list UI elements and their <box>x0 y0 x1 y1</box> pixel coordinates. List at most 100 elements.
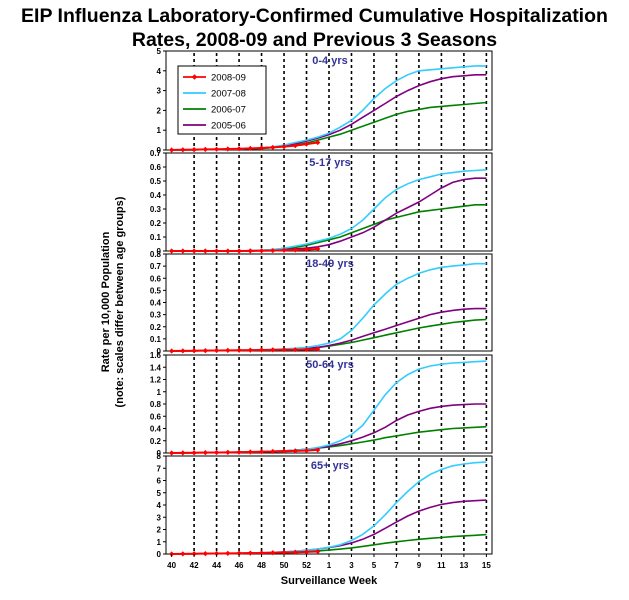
x-tick-label: 52 <box>302 561 311 570</box>
data-point-2008-09 <box>236 449 242 455</box>
y-tick-label: 0.6 <box>150 163 162 172</box>
data-point-2008-09 <box>191 450 197 456</box>
data-point-2008-09 <box>315 548 321 555</box>
panel-3: 0 0.1 0.2 0.3 0.4 0.5 0.6 0.7 0.8 18-49 yrs <box>150 250 493 356</box>
y-tick-label: 0.2 <box>150 323 162 332</box>
data-point-2008-09 <box>191 348 197 354</box>
data-point-2008-09 <box>191 248 197 254</box>
legend-label-2006-07: 2006-07 <box>211 105 246 116</box>
data-point-2008-09 <box>292 347 298 353</box>
data-point-2008-09 <box>202 348 208 354</box>
panel-4: 0 0.2 0.4 0.6 0.8 1 1.2 1.4 1.6 50-64 yrs <box>150 351 493 458</box>
data-point-2008-09 <box>247 145 253 152</box>
y-tick-label: 1 <box>157 388 162 397</box>
data-point-2008-09 <box>236 146 242 152</box>
chart-title-line-1: EIP Influenza Laboratory-Confirmed Cumul… <box>21 5 608 27</box>
x-tick-label: 40 <box>167 561 176 570</box>
data-point-2008-09 <box>225 146 231 152</box>
y-tick-label: 1.6 <box>150 351 162 360</box>
legend-label-2008-09: 2008-09 <box>211 73 246 84</box>
data-point-2008-09 <box>169 248 175 254</box>
y-axis-title-line-1: Rate per 10,000 Population <box>100 231 112 372</box>
data-point-2008-09 <box>180 248 186 254</box>
y-tick-label: 0 <box>157 550 162 559</box>
y-tick-label: 0 <box>157 449 162 458</box>
panel-label: 50-64 yrs <box>306 359 354 371</box>
x-axis-title: Surveillance Week <box>281 575 378 587</box>
data-point-2008-09 <box>315 447 321 453</box>
y-tick-label: 0.4 <box>150 425 162 434</box>
panel-5: 0 1 2 3 4 5 6 7 8 65+ yrs <box>157 452 493 559</box>
y-tick-label: 1.2 <box>150 376 162 385</box>
data-point-2008-09 <box>281 347 287 353</box>
y-tick-label: 0.8 <box>150 400 162 409</box>
data-point-2008-09 <box>270 144 276 151</box>
data-point-2008-09 <box>303 447 310 454</box>
y-tick-label: 0.1 <box>150 335 162 344</box>
data-point-2008-09 <box>292 549 298 555</box>
data-point-2008-09 <box>303 549 310 555</box>
x-tick-label: 9 <box>417 561 422 570</box>
data-point-2008-09 <box>258 347 265 353</box>
y-axis-title-line-2: (note: scales differ between age groups) <box>114 196 126 407</box>
data-point-2008-09 <box>281 144 287 150</box>
data-point-2008-09 <box>292 143 298 149</box>
x-tick-label: 3 <box>349 561 354 570</box>
y-tick-label: 0.1 <box>150 233 162 242</box>
data-point-2008-09 <box>292 448 298 454</box>
x-tick-label: 50 <box>280 561 289 570</box>
y-tick-label: 8 <box>157 452 162 461</box>
y-tick-label: 5 <box>157 47 162 56</box>
x-tick-label: 11 <box>437 561 446 570</box>
data-point-2008-09 <box>281 247 287 253</box>
data-point-2008-09 <box>202 450 208 456</box>
data-point-2008-09 <box>180 450 186 456</box>
data-point-2008-09 <box>213 248 220 254</box>
data-point-2008-09 <box>213 347 220 354</box>
y-tick-label: 0.4 <box>150 191 162 200</box>
x-tick-label: 7 <box>394 561 399 570</box>
panel-label: 0-4 yrs <box>312 55 347 67</box>
data-point-2008-09 <box>191 551 197 557</box>
y-tick-label: 0 <box>157 146 162 155</box>
data-point-2008-09 <box>270 550 276 556</box>
data-point-2008-09 <box>270 448 276 455</box>
panel-label: 18-49 yrs <box>306 258 354 270</box>
data-point-2008-09 <box>236 550 242 556</box>
y-tick-label: 4 <box>157 67 162 76</box>
y-tick-label: 3 <box>157 87 162 96</box>
data-point-2008-09 <box>292 247 298 253</box>
data-point-2008-09 <box>247 550 253 556</box>
y-tick-label: 0.5 <box>150 177 162 186</box>
panel-label: 5-17 yrs <box>309 157 351 169</box>
x-tick-label: 42 <box>190 561 199 570</box>
data-point-2008-09 <box>202 551 208 557</box>
y-tick-label: 7 <box>157 464 162 473</box>
data-point-2008-09 <box>225 550 231 556</box>
y-axis-title: Rate per 10,000 Population (note: scales … <box>100 196 126 407</box>
data-point-2008-09 <box>258 550 265 556</box>
data-point-2008-09 <box>281 448 287 454</box>
data-point-2008-09 <box>281 549 287 556</box>
y-tick-label: 0.3 <box>150 311 162 320</box>
x-tick-label: 48 <box>257 561 266 570</box>
legend-label-2007-08: 2007-08 <box>211 89 246 100</box>
y-tick-label: 0.3 <box>150 205 162 214</box>
data-point-2008-09 <box>247 248 253 254</box>
data-point-2008-09 <box>225 449 231 455</box>
x-tick-label: 44 <box>212 561 221 570</box>
data-point-2008-09 <box>303 247 310 253</box>
data-point-2008-09 <box>213 550 220 557</box>
data-point-2008-09 <box>258 145 265 151</box>
data-point-2008-09 <box>303 141 310 147</box>
data-point-2008-09 <box>202 248 208 254</box>
data-point-2008-09 <box>169 348 175 354</box>
data-point-2008-09 <box>213 146 220 152</box>
data-point-2008-09 <box>236 347 242 353</box>
data-point-2008-09 <box>315 346 321 352</box>
data-point-2008-09 <box>303 346 310 353</box>
data-point-2008-09 <box>169 450 175 456</box>
data-point-2008-09 <box>180 147 186 153</box>
y-tick-label: 0.2 <box>150 219 162 228</box>
